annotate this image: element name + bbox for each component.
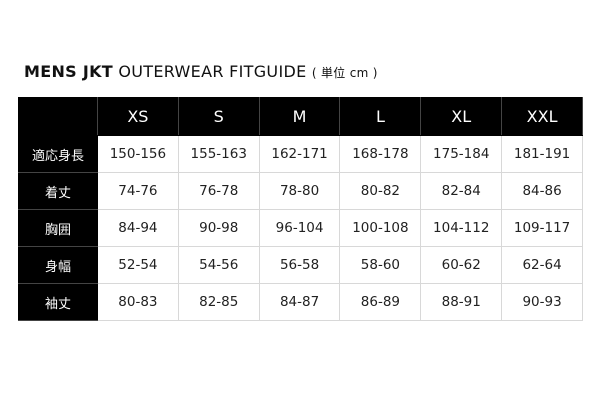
table-cell: 78-80 xyxy=(258,172,341,210)
table-cell: 54-56 xyxy=(177,246,260,284)
table-cell: 155-163 xyxy=(177,135,260,173)
size-header: L xyxy=(339,97,422,136)
table-cell: 76-78 xyxy=(177,172,260,210)
row-label: 着丈 xyxy=(18,172,98,210)
table-cell: 52-54 xyxy=(97,246,179,284)
table-row: 適応身長 150-156 155-163 162-171 168-178 175-184 1… xyxy=(18,135,583,173)
row-label: 適応身長 xyxy=(18,135,98,173)
table-row: 袖丈 80-83 82-85 84-87 86-89 88-91 90-93 xyxy=(18,283,583,321)
table-cell: 62-64 xyxy=(501,246,583,284)
table-cell: 90-93 xyxy=(501,283,583,321)
table-cell: 109-117 xyxy=(501,209,583,247)
table-cell: 90-98 xyxy=(177,209,260,247)
size-header: XXL xyxy=(501,97,583,136)
table-row: 身幅 52-54 54-56 56-58 58-60 60-62 62-64 xyxy=(18,246,583,284)
table-cell: 84-87 xyxy=(258,283,341,321)
size-chart-table: XS S M L XL XXL 適応身長 150-156 155-163 162-17… xyxy=(18,97,583,321)
table-cell: 86-89 xyxy=(339,283,422,321)
row-label: 袖丈 xyxy=(18,283,98,321)
table-cell: 88-91 xyxy=(420,283,503,321)
corner-cell xyxy=(18,97,98,136)
table-cell: 162-171 xyxy=(258,135,341,173)
table-row: 胸囲 84-94 90-98 96-104 100-108 104-112 109-117 xyxy=(18,209,583,247)
size-header: XL xyxy=(420,97,503,136)
table-cell: 150-156 xyxy=(97,135,179,173)
size-header: S xyxy=(177,97,260,136)
table-row: 着丈 74-76 76-78 78-80 80-82 82-84 84-86 xyxy=(18,172,583,210)
size-header: M xyxy=(258,97,341,136)
table-cell: 80-82 xyxy=(339,172,422,210)
table-cell: 82-84 xyxy=(420,172,503,210)
row-label: 身幅 xyxy=(18,246,98,284)
size-header: XS xyxy=(97,97,179,136)
table-cell: 82-85 xyxy=(177,283,260,321)
table-cell: 74-76 xyxy=(97,172,179,210)
table-cell: 58-60 xyxy=(339,246,422,284)
header-row: XS S M L XL XXL xyxy=(18,97,583,136)
table-cell: 168-178 xyxy=(339,135,422,173)
title-rest: OUTERWEAR FITGUIDE xyxy=(118,62,307,81)
table-cell: 175-184 xyxy=(420,135,503,173)
table-cell: 84-94 xyxy=(97,209,179,247)
page-title: MENS JKT OUTERWEAR FITGUIDE ( 単位 cm ) xyxy=(24,62,378,81)
title-unit: ( 単位 cm ) xyxy=(311,66,378,80)
table-cell: 96-104 xyxy=(258,209,341,247)
row-label: 胸囲 xyxy=(18,209,98,247)
table-cell: 56-58 xyxy=(258,246,341,284)
table-cell: 84-86 xyxy=(501,172,583,210)
table-cell: 100-108 xyxy=(339,209,422,247)
table-cell: 60-62 xyxy=(420,246,503,284)
title-bold: MENS JKT xyxy=(24,62,114,81)
table-cell: 181-191 xyxy=(501,135,583,173)
table-cell: 104-112 xyxy=(420,209,503,247)
table-cell: 80-83 xyxy=(97,283,179,321)
